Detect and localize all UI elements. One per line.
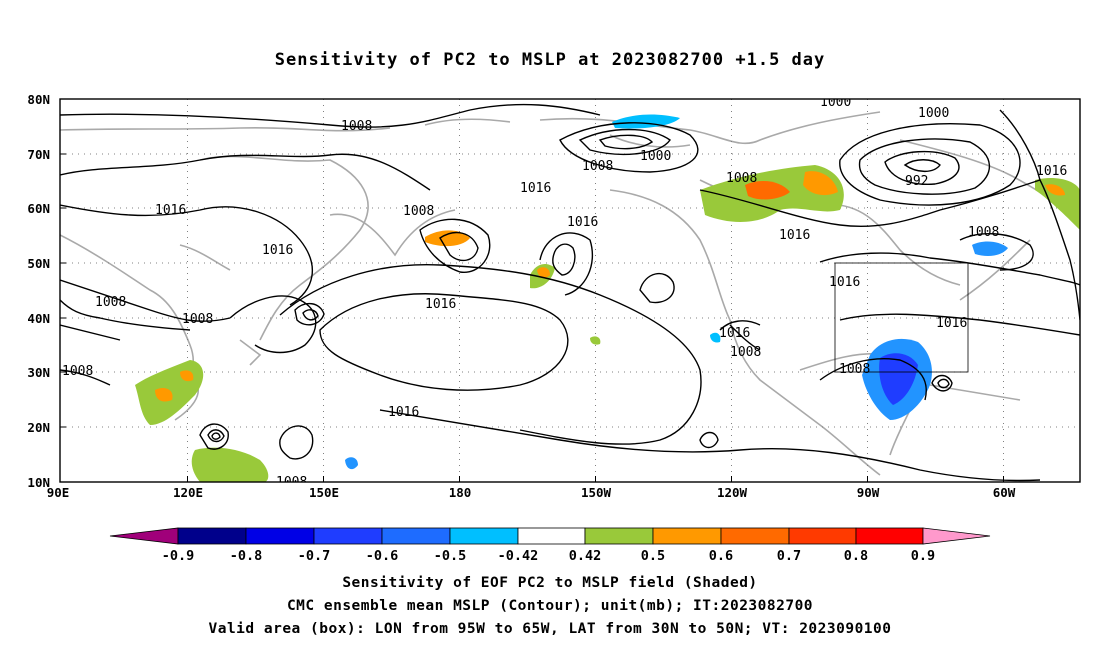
isobar-label: 1008 (276, 475, 307, 490)
lon-label: 90E (47, 485, 70, 500)
colorbar-label: 0.8 (844, 548, 868, 564)
lon-label: 60W (993, 485, 1016, 500)
colorbar-label: 0.9 (911, 548, 935, 564)
colorbar-box (517, 527, 586, 545)
positive-patch (425, 230, 470, 247)
isobar-label: 1008 (403, 204, 434, 219)
isobar-label: 1016 (829, 275, 860, 290)
tick-marks (60, 153, 1004, 482)
isobar-label: 1008 (968, 225, 999, 240)
colorbar-box (449, 527, 519, 545)
lon-label: 150W (581, 485, 612, 500)
colorbar-box (788, 527, 857, 545)
lat-label: 70N (27, 147, 50, 162)
isobar-label: 1016 (388, 405, 419, 420)
isobar-label: 1008 (95, 295, 126, 310)
isobar-label: 1016 (719, 326, 750, 341)
isobar-label: 1016 (936, 316, 967, 331)
colorbar-box (584, 527, 654, 545)
colorbar-label: -0.42 (498, 548, 539, 564)
caption-line-1: Sensitivity of EOF PC2 to MSLP field (Sh… (342, 575, 758, 591)
colorbar-labels: -0.9 -0.8 -0.7 -0.6 -0.5 -0.42 0.42 0.5 … (162, 548, 935, 564)
isobar-label: 1000 (820, 95, 851, 110)
isobar-label: 1008 (62, 364, 93, 379)
isobar-labels: 1008 1000 1008 1000 992 1000 1008 1016 1… (62, 95, 1067, 490)
colorbar-label: 0.7 (777, 548, 801, 564)
isobar-label: 1008 (730, 345, 761, 360)
colorbar-box (245, 527, 315, 545)
colorbar-box (177, 527, 247, 545)
map-frame (59, 98, 1081, 483)
positive-patch (155, 388, 173, 402)
colorbar-box (313, 527, 383, 545)
lon-label: 150E (309, 485, 339, 500)
positive-patch (537, 267, 550, 278)
positive-patch (1045, 184, 1065, 196)
lon-label: 120W (717, 485, 748, 500)
colorbar-box (720, 527, 790, 545)
lat-label: 40N (27, 311, 50, 326)
isobar-label: 1008 (341, 119, 372, 134)
positive-patch (191, 447, 269, 482)
colorbar-box (381, 527, 451, 545)
colorbar-label: 0.42 (569, 548, 602, 564)
positive-patch (803, 171, 838, 196)
positive-patch (745, 180, 790, 200)
negative-patch (879, 353, 918, 405)
lon-label: 120E (173, 485, 203, 500)
lon-label: 90W (857, 485, 880, 500)
positive-patch (1035, 178, 1080, 230)
colorbar-label: -0.8 (230, 548, 263, 564)
isobar-label: 1016 (262, 243, 293, 258)
valid-area-box (834, 262, 969, 373)
colorbar-label: -0.5 (434, 548, 467, 564)
isobar-label: 1008 (726, 171, 757, 186)
isobars (60, 103, 1080, 482)
isobar-label: 1008 (839, 362, 870, 377)
lat-label: 80N (27, 92, 50, 107)
colorbar-box (652, 527, 722, 545)
colorbar-label: -0.7 (298, 548, 331, 564)
lon-label: 180 (449, 485, 472, 500)
isobar-label: 992 (905, 174, 928, 189)
lat-label: 60N (27, 201, 50, 216)
lat-label: 20N (27, 420, 50, 435)
isobar-label: 1016 (425, 297, 456, 312)
isobar-label: 1008 (182, 312, 213, 327)
lat-label: 50N (27, 256, 50, 271)
colorbar-high-arrow (922, 527, 991, 545)
positive-patch (180, 370, 194, 382)
isobar-label: 1016 (520, 181, 551, 196)
colorbar-label: -0.6 (366, 548, 399, 564)
plot-title: Sensitivity of PC2 to MSLP at 2023082700… (274, 50, 826, 70)
colorbar-box (855, 527, 924, 545)
isobar-label: 1000 (640, 149, 671, 164)
latitude-labels: 80N 70N 60N 50N 40N 30N 20N 10N (27, 92, 50, 490)
grid-lines (60, 99, 1080, 482)
colorbar-label: 0.5 (641, 548, 665, 564)
lat-label: 10N (27, 475, 50, 490)
caption-line-2: CMC ensemble mean MSLP (Contour); unit(m… (286, 598, 814, 614)
positive-patch (590, 336, 601, 345)
negative-patch (972, 241, 1008, 256)
isobar-label: 1016 (779, 228, 810, 243)
isobar-label: 1016 (1036, 164, 1067, 179)
isobar-label: 1016 (155, 203, 186, 218)
colorbar-label: 0.6 (709, 548, 733, 564)
colorbar (109, 527, 991, 545)
colorbar-low-arrow (109, 527, 179, 545)
negative-patch (710, 332, 721, 343)
isobar-label: 1000 (918, 106, 949, 121)
isobar-label: 1008 (582, 159, 613, 174)
colorbar-label: -0.9 (162, 548, 195, 564)
longitude-labels: 90E 120E 150E 180 150W 120W 90W 60W (47, 485, 1016, 500)
lat-label: 30N (27, 365, 50, 380)
caption-line-3: Valid area (box): LON from 95W to 65W, L… (208, 621, 892, 637)
negative-patch (345, 457, 358, 470)
isobar-label: 1016 (567, 215, 598, 230)
